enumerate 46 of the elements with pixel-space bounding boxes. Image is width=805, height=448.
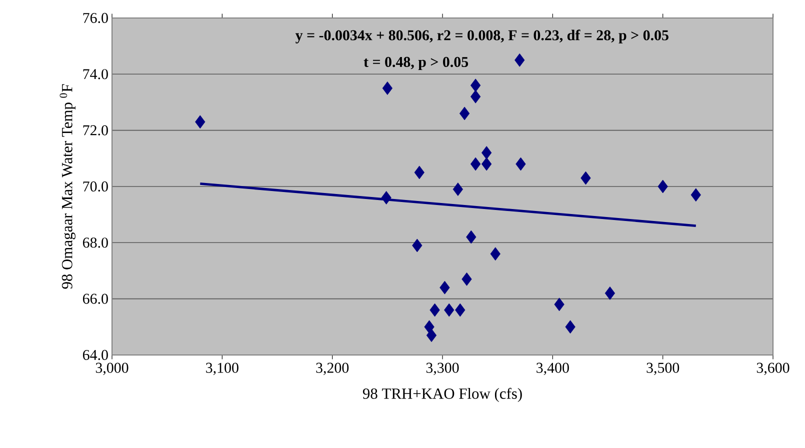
- point: [195, 115, 206, 129]
- x-tick-label: 3,300: [426, 362, 459, 375]
- point: [414, 166, 424, 180]
- y-axis-title: 98 Omagaar Max Water Temp $^{0}$F: [60, 84, 76, 289]
- point: [381, 191, 392, 204]
- point: [462, 272, 472, 286]
- annotation: t = 0.48, p > 0.05: [364, 56, 468, 70]
- x-tick-label: 3,600: [756, 362, 790, 375]
- point: [444, 303, 454, 317]
- y-tick-label: 70.0: [83, 181, 108, 192]
- point: [490, 247, 500, 261]
- point: [440, 280, 450, 294]
- x-tick-label: 3,100: [206, 362, 238, 375]
- y-tick-label: 72.0: [83, 125, 108, 136]
- point: [452, 182, 464, 196]
- point: [604, 286, 616, 300]
- y-tick-label: 68.0: [82, 238, 108, 248]
- x-tick-label: 3,200: [316, 362, 349, 375]
- point: [470, 157, 481, 171]
- annotation: y = -0.0034x + 80.506, r2 = 0.008, F = 0.23, df = 28, p > 0.05: [295, 30, 668, 44]
- point: [470, 90, 481, 104]
- point: [382, 81, 392, 95]
- y-tick-label: 64.0: [82, 350, 108, 360]
- point: [459, 106, 470, 120]
- point: [430, 303, 440, 317]
- point: [514, 53, 525, 67]
- x-tick-label: 3,000: [96, 362, 128, 375]
- point: [658, 180, 668, 194]
- point: [554, 298, 564, 312]
- point: [426, 328, 437, 342]
- point: [466, 230, 476, 244]
- x-axis-title: 98 TRH+KAO Flow (cfs): [362, 388, 522, 402]
- y-tick-label: 74.0: [83, 69, 108, 80]
- point: [482, 157, 492, 171]
- point: [516, 157, 526, 171]
- point: [455, 303, 466, 317]
- x-tick-label: 3,400: [536, 362, 569, 375]
- point: [412, 238, 422, 252]
- point: [565, 320, 576, 334]
- point: [580, 171, 591, 185]
- y-tick-label: 66.0: [82, 294, 108, 304]
- point: [470, 78, 481, 92]
- x-tick-label: 3,500: [646, 362, 680, 375]
- y-tick-label: 76.0: [83, 12, 108, 24]
- point: [690, 188, 701, 202]
- point: [482, 146, 492, 160]
